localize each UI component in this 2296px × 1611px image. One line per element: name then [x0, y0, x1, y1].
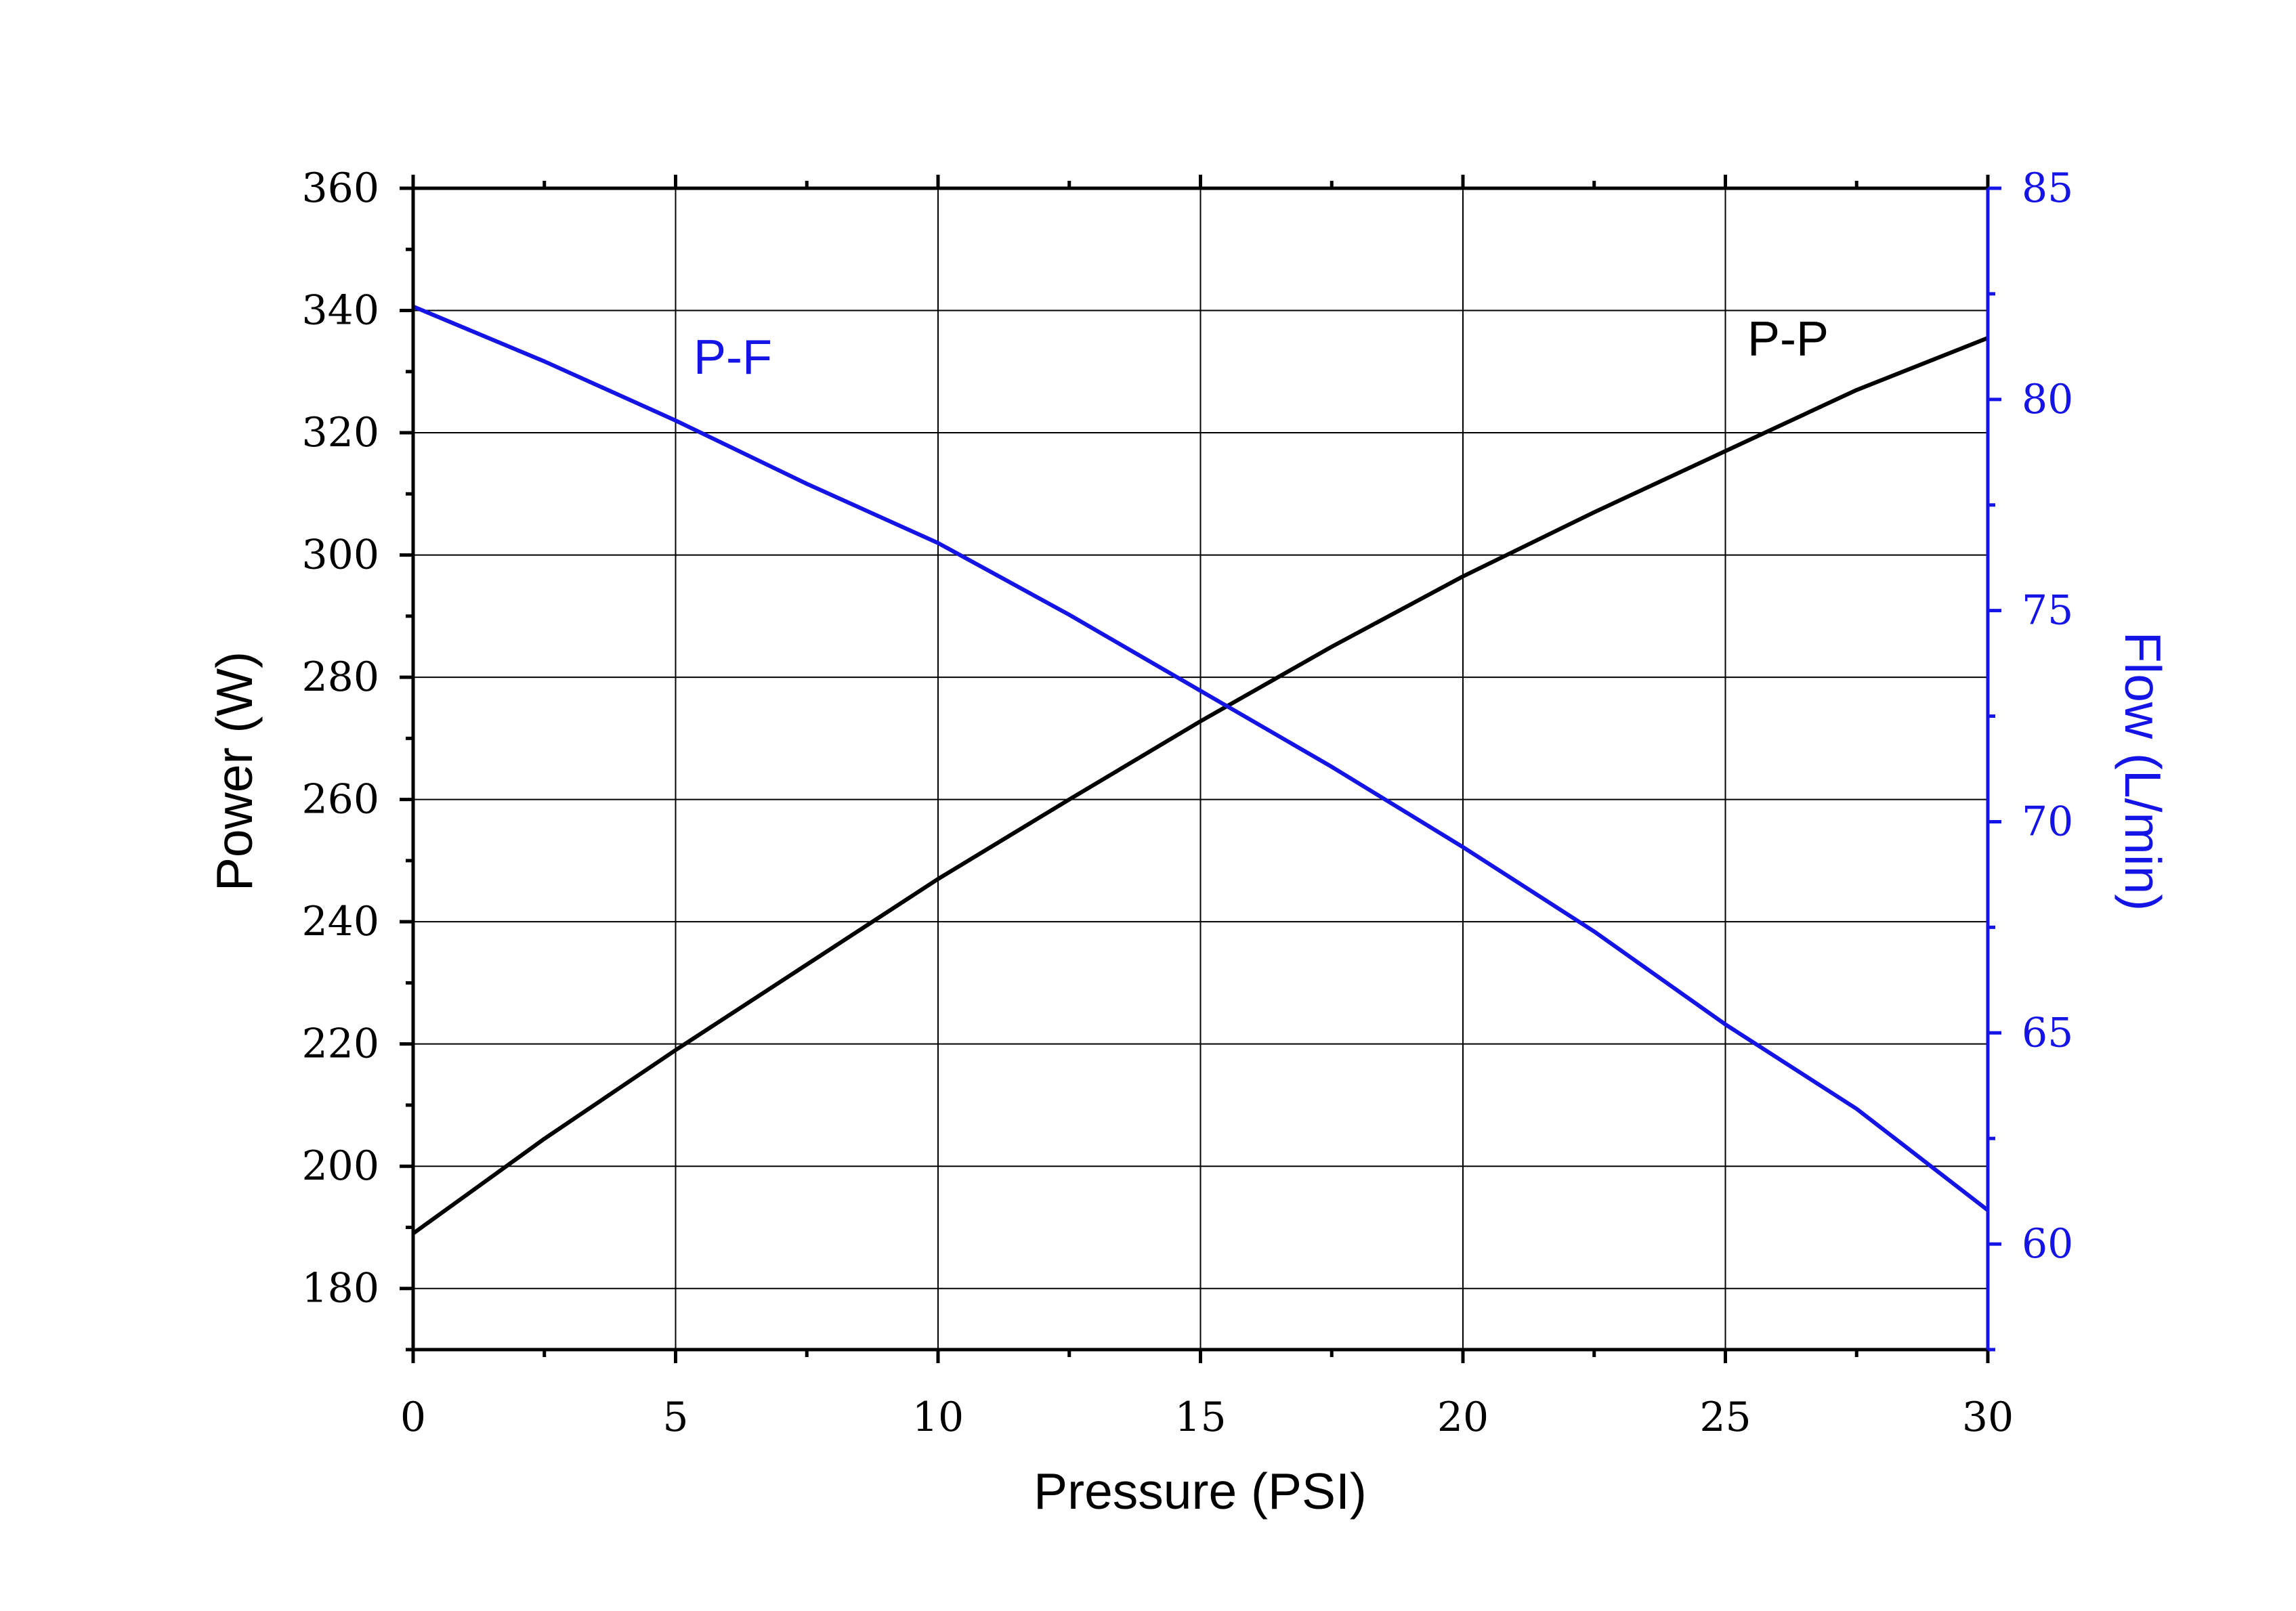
y-left-tick-label: 260 [301, 776, 379, 823]
y-left-tick-label: 240 [301, 898, 379, 945]
x-tick-label: 30 [1962, 1394, 2014, 1441]
x-tick-label: 25 [1699, 1394, 1751, 1441]
y-right-tick-label: 70 [2022, 798, 2073, 845]
y-right-tick-label: 60 [2022, 1220, 2073, 1268]
y-right-axis-title: Flow (L/min) [2114, 632, 2171, 911]
y-left-tick-label: 360 [301, 165, 379, 212]
series-line-p-p [412, 336, 1989, 1235]
y-left-tick-label: 300 [301, 532, 379, 579]
x-tick-label: 10 [912, 1394, 964, 1441]
y-right-tick-label: 85 [2022, 165, 2073, 212]
y-left-tick-label: 280 [301, 653, 379, 701]
x-tick-label: 5 [662, 1394, 688, 1441]
y-left-tick-label: 340 [301, 287, 379, 335]
series-label-p-f: P-F [694, 330, 772, 385]
x-tick-label: 20 [1437, 1394, 1489, 1441]
y-left-tick-label: 200 [301, 1142, 379, 1190]
grid [413, 188, 1988, 1350]
x-axis-title: Pressure (PSI) [1034, 1463, 1367, 1520]
x-tick-label: 0 [400, 1394, 426, 1441]
y-left-tick-label: 180 [301, 1265, 379, 1312]
y-right-tick-label: 75 [2022, 587, 2073, 635]
axes [400, 175, 2001, 1363]
series-layer [412, 304, 1989, 1235]
y-right-tick-label: 80 [2022, 376, 2073, 423]
tick-labels: 0 5 10 15 20 25 30 180 200 220 240 260 280 300 320 340 3… [301, 165, 2073, 1441]
series-line-p-f [412, 304, 1989, 1212]
series-label-p-p: P-P [1747, 312, 1829, 366]
y-left-tick-label: 220 [301, 1021, 379, 1068]
x-tick-label: 15 [1174, 1394, 1226, 1441]
y-left-axis-title: Power (W) [206, 651, 263, 891]
y-left-tick-label: 320 [301, 409, 379, 456]
y-right-tick-label: 65 [2022, 1009, 2073, 1056]
